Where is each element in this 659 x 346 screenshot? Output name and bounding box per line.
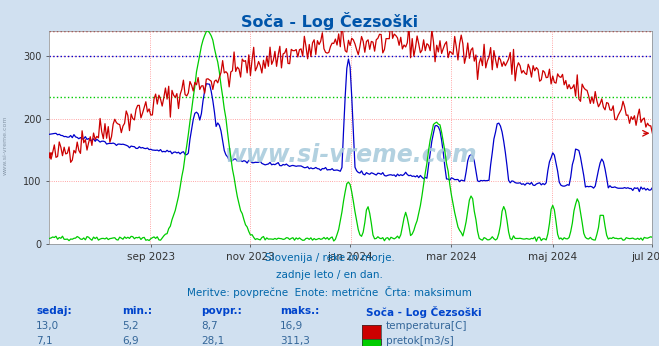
Text: zadnje leto / en dan.: zadnje leto / en dan. [276, 270, 383, 280]
Text: Meritve: povprečne  Enote: metrične  Črta: maksimum: Meritve: povprečne Enote: metrične Črta:… [187, 286, 472, 299]
Text: maks.:: maks.: [280, 306, 320, 316]
Text: 8,7: 8,7 [201, 321, 217, 331]
Text: 28,1: 28,1 [201, 336, 224, 346]
Text: sedaj:: sedaj: [36, 306, 72, 316]
Text: Soča - Log Čezsoški: Soča - Log Čezsoški [241, 12, 418, 30]
Text: pretok[m3/s]: pretok[m3/s] [386, 336, 453, 346]
Text: 311,3: 311,3 [280, 336, 310, 346]
Text: www.si-vreme.com: www.si-vreme.com [3, 116, 8, 175]
Text: povpr.:: povpr.: [201, 306, 242, 316]
Text: min.:: min.: [122, 306, 152, 316]
Text: temperatura[C]: temperatura[C] [386, 321, 467, 331]
Text: 13,0: 13,0 [36, 321, 59, 331]
Text: 16,9: 16,9 [280, 321, 303, 331]
Text: Slovenija / reke in morje.: Slovenija / reke in morje. [264, 253, 395, 263]
Text: 7,1: 7,1 [36, 336, 53, 346]
Text: Soča - Log Čezsoški: Soča - Log Čezsoški [366, 306, 481, 318]
Text: 6,9: 6,9 [122, 336, 138, 346]
Text: www.si-vreme.com: www.si-vreme.com [225, 143, 477, 166]
Text: 5,2: 5,2 [122, 321, 138, 331]
